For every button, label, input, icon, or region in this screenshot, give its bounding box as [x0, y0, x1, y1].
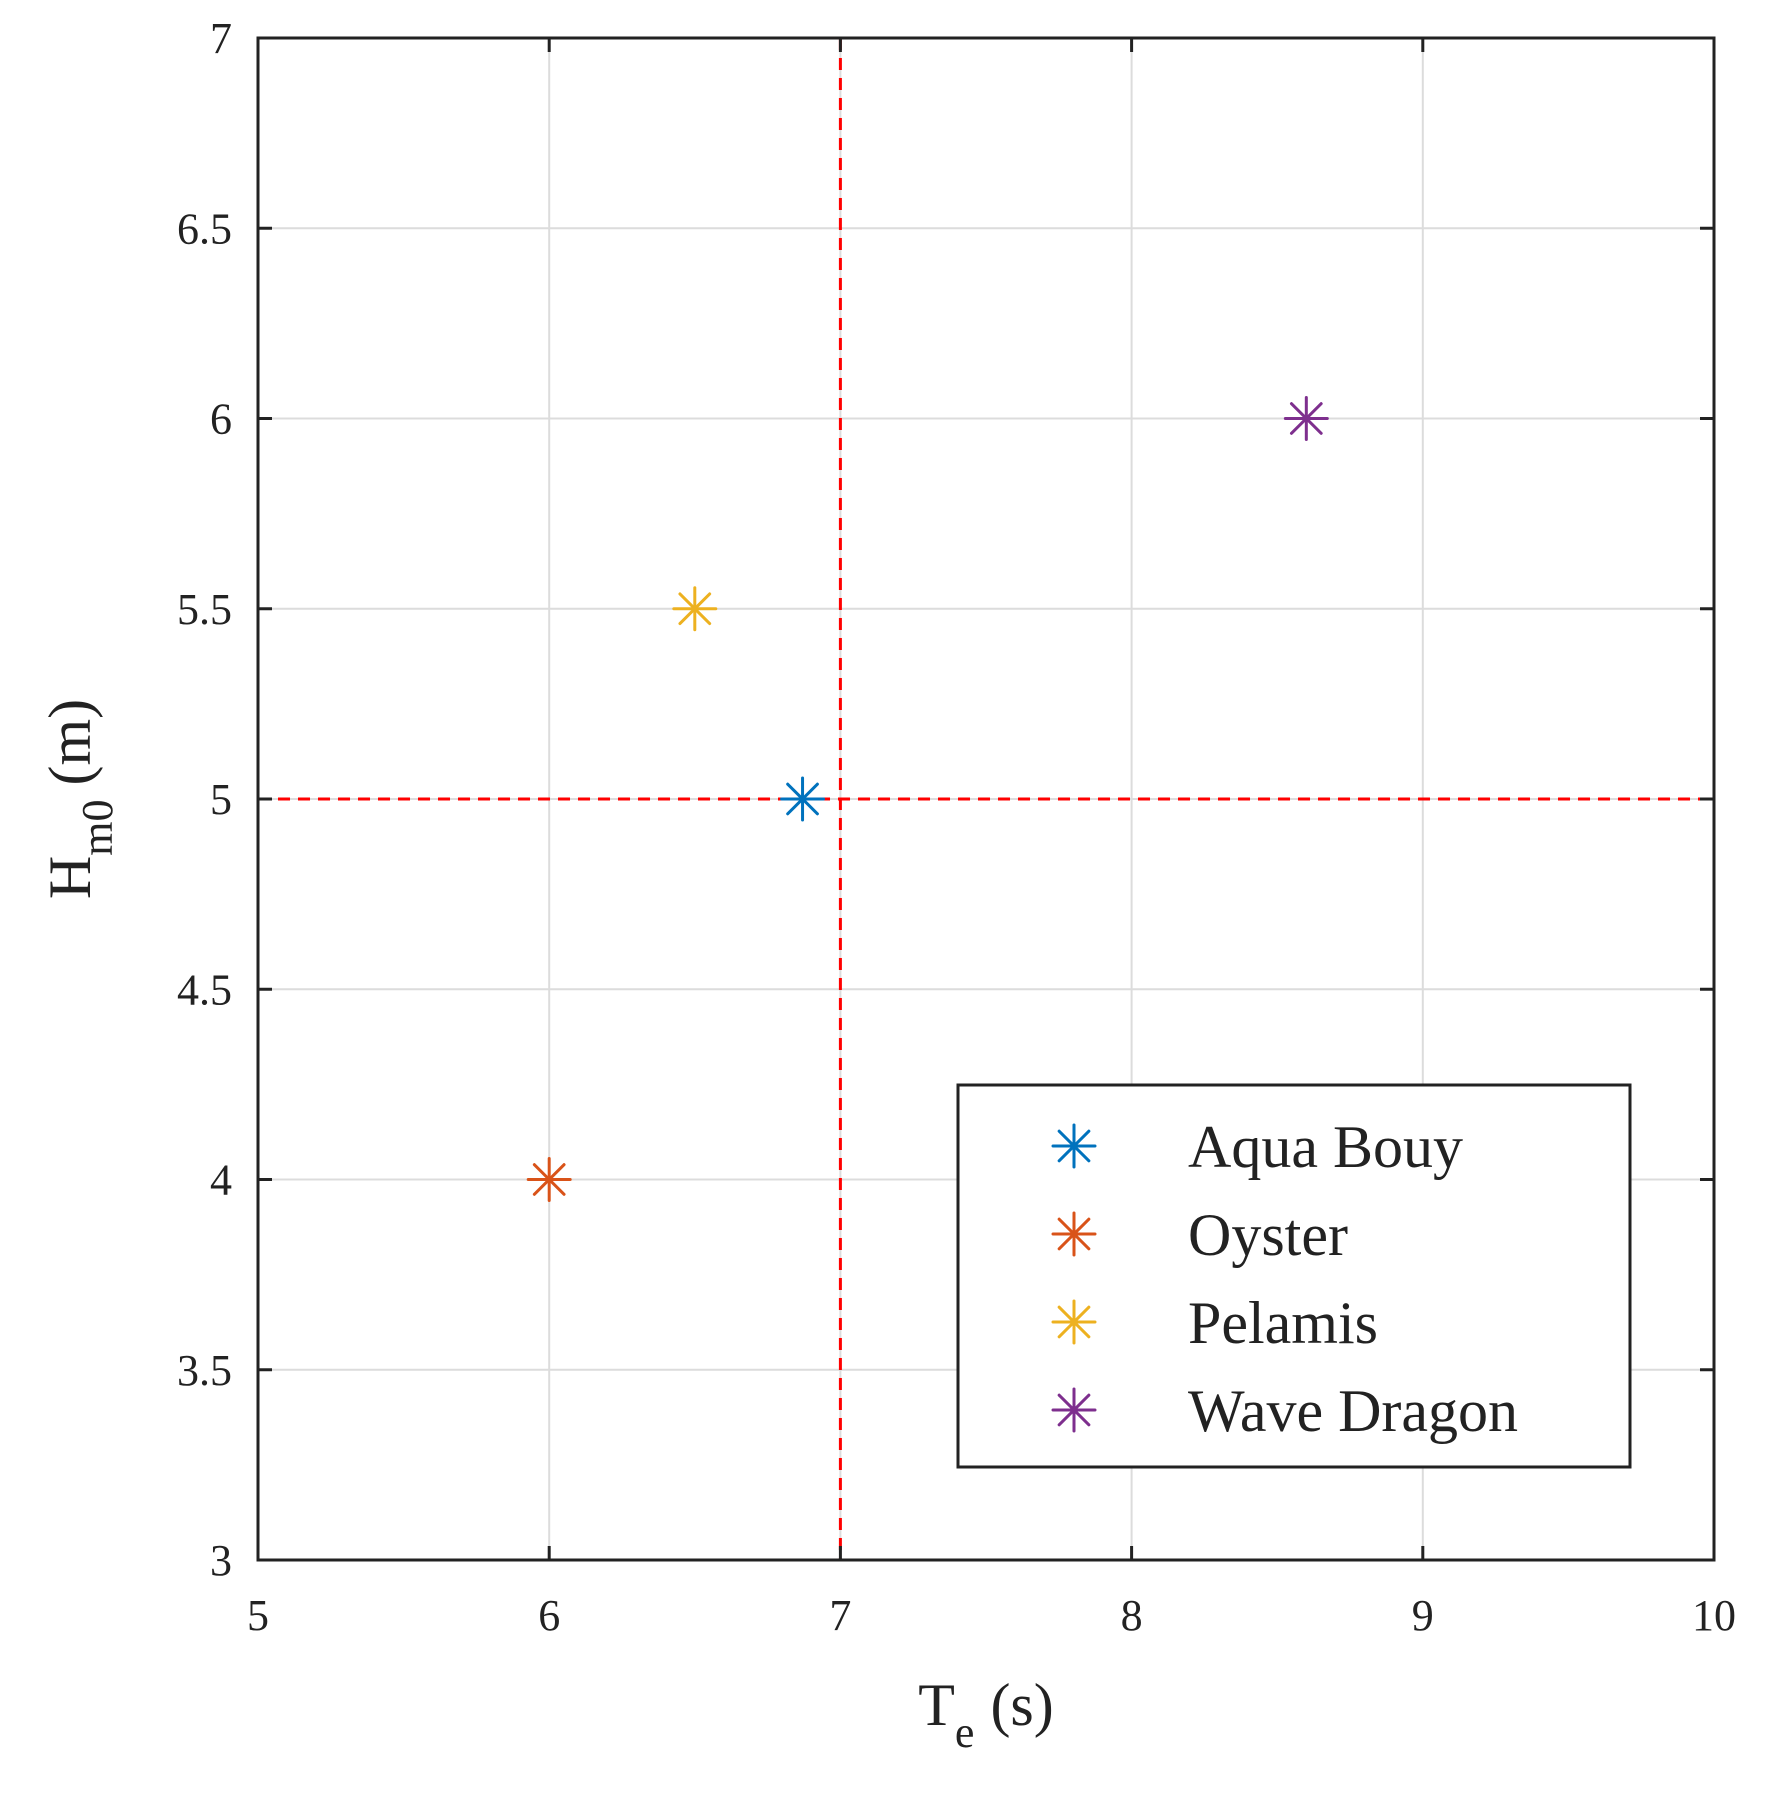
legend-items: Aqua Bouy Oyster Pelamis Wave Dragon [1051, 1114, 1518, 1444]
x-axis-label-sub: e [955, 1708, 975, 1757]
y-tick-label: 3 [210, 1536, 232, 1585]
y-tick-labels: 3 3.5 4 4.5 5 5.5 6 6.5 7 [177, 14, 232, 1585]
legend-label: Oyster [1188, 1202, 1348, 1268]
x-tick-labels: 5 6 7 8 9 10 [247, 1591, 1736, 1640]
data-point-aqua-bouy [780, 776, 826, 822]
reference-lines [258, 38, 1714, 1560]
data-point-pelamis [672, 586, 718, 632]
y-tick-label: 4 [210, 1156, 232, 1205]
data-point-oyster [526, 1157, 572, 1202]
y-tick-label: 6 [210, 395, 232, 444]
y-tick-label: 4.5 [177, 965, 232, 1014]
x-axis-label: Te (s) [918, 1672, 1054, 1757]
x-tick-label: 6 [538, 1591, 560, 1640]
y-axis-label: Hm0 (m) [37, 699, 122, 899]
y-axis-label-main: H [37, 856, 103, 899]
plot-frame [256, 36, 1716, 1562]
legend-label: Wave Dragon [1188, 1378, 1518, 1444]
y-axis-label-unit: (m) [37, 699, 103, 786]
y-tick-label: 5 [210, 775, 232, 824]
x-axis-label-main: T [918, 1672, 955, 1738]
x-tick-label: 5 [247, 1591, 269, 1640]
x-tick-label: 10 [1692, 1591, 1736, 1640]
legend-marker-wave-dragon [1051, 1387, 1097, 1433]
x-tick-label: 8 [1121, 1591, 1143, 1640]
y-axis-label-sub: m0 [73, 800, 122, 856]
y-tick-label: 3.5 [177, 1346, 232, 1395]
legend-label: Aqua Bouy [1188, 1114, 1463, 1180]
x-axis-label-unit: (s) [990, 1672, 1053, 1738]
legend: Aqua Bouy Oyster Pelamis Wave Dragon [956, 1083, 1632, 1469]
legend-marker-oyster [1051, 1211, 1097, 1257]
legend-marker-aqua-bouy [1051, 1123, 1097, 1169]
y-tick-label: 7 [210, 14, 232, 63]
legend-label: Pelamis [1188, 1290, 1378, 1356]
y-tick-label: 5.5 [177, 585, 232, 634]
data-point-wave-dragon [1283, 396, 1329, 441]
data-points [526, 396, 1329, 1202]
x-tick-label: 9 [1412, 1591, 1434, 1640]
y-tick-label: 6.5 [177, 204, 232, 253]
x-tick-label: 7 [829, 1591, 851, 1640]
legend-marker-pelamis [1051, 1299, 1097, 1345]
